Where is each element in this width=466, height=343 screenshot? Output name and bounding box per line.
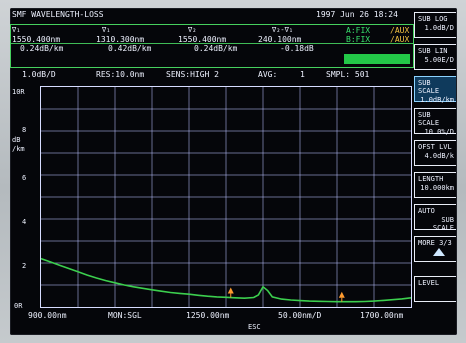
screen-title: SMF WAVELENGTH-LOSS xyxy=(12,10,104,19)
softkey-level-9[interactable]: LEVEL xyxy=(414,276,456,302)
trace-plot[interactable] xyxy=(40,86,412,308)
scale-readout: 1.0dB/D xyxy=(22,70,56,79)
softkey-label: SUB LOG xyxy=(418,15,448,23)
marker-1-loss: 0.24dB/km xyxy=(20,44,64,53)
y-unit-label: dB /km xyxy=(12,136,25,153)
sampling-readout: SMPL: 501 xyxy=(326,70,370,79)
softkey-value: 1.0dB/D xyxy=(424,24,454,32)
y-label-top: 10R xyxy=(12,88,25,96)
marker-arrow-2[interactable] xyxy=(338,291,345,298)
trace-plot-svg xyxy=(41,87,411,307)
softkey-value: 4.0dB/k xyxy=(424,152,454,160)
marker-delta-label: ∇₂-∇₁ xyxy=(272,26,294,34)
trace-a-fix: A:FIX xyxy=(346,26,371,35)
resolution-readout: RES:10.0nm xyxy=(96,70,145,79)
x-stop: 1700.00nm xyxy=(360,311,404,320)
average-value: 1 xyxy=(300,70,305,79)
softkey-sub-lin-2[interactable]: SUB LIN 5.00E/D xyxy=(414,44,456,70)
trace-c-highlight xyxy=(344,54,410,64)
softkey-label: LENGTH xyxy=(418,175,444,183)
softkey-value: 10.0%/D xyxy=(424,128,454,136)
marker-1-label: ∇₁ xyxy=(12,26,21,34)
trace-a-aux: /AUX xyxy=(390,26,410,35)
softkey-value: 5.00E/D xyxy=(424,56,454,64)
marker-2-label: ∇₁ xyxy=(102,26,111,34)
marker-2-loss: 0.42dB/km xyxy=(108,44,152,53)
softkey-auto-7[interactable]: AUTO SUB SCALE xyxy=(414,204,456,232)
softkey-length-6[interactable]: LENGTH 10.000km xyxy=(414,172,456,198)
loss-trace-line xyxy=(41,257,411,303)
marker-3-label: ∇₂ xyxy=(188,26,197,34)
average-readout: AVG: xyxy=(258,70,278,79)
trace-b-fix: B:FIX xyxy=(346,35,371,44)
softkey-value: 1.0dB/km xyxy=(420,96,454,104)
marker-3-wavelength: 1550.400nm xyxy=(178,35,227,44)
softkey-label: MORE 3/3 xyxy=(418,239,452,247)
softkey-value: SUB SCALE xyxy=(432,216,454,232)
marker-arrow-1[interactable] xyxy=(227,287,234,294)
softkey-sub-log-1[interactable]: SUB LOG 1.0dB/D xyxy=(414,12,456,38)
osa-screen: SMF WAVELENGTH-LOSS 1997 Jun 26 18:24 ∇₁… xyxy=(10,8,457,335)
x-center: 1250.00nm xyxy=(186,311,230,320)
marker-delta-loss: -0.18dB xyxy=(280,44,314,53)
datetime: 1997 Jun 26 18:24 xyxy=(316,10,398,19)
softkey-label: SUB SCALE xyxy=(418,79,440,95)
softkey-label: SUB SCALE xyxy=(418,111,440,127)
softkey-label: OFST LVL xyxy=(418,143,452,151)
softkey-ofst-lvl-5[interactable]: OFST LVL 4.0dB/k xyxy=(414,140,456,166)
softkey-label: LEVEL xyxy=(418,279,440,287)
marker-2-wavelength: 1310.300nm xyxy=(96,35,145,44)
trace-b-aux: /AUX xyxy=(390,35,410,44)
softkey-sub-scale-4[interactable]: SUB SCALE 10.0%/D xyxy=(414,108,456,136)
y-label-2: 2 xyxy=(22,262,27,270)
scroll-up-arrow-icon[interactable] xyxy=(433,248,445,256)
marker-delta-wavelength: 240.100nm xyxy=(258,35,302,44)
softkey-value: 10.000km xyxy=(420,184,454,192)
y-label-8: 8 xyxy=(22,126,27,134)
marker-3-loss: 0.24dB/km xyxy=(194,44,238,53)
marker-panel xyxy=(10,24,414,68)
x-span: 50.00nm/D xyxy=(278,311,322,320)
marker-1-wavelength: 1550.400nm xyxy=(12,35,61,44)
y-label-6: 6 xyxy=(22,174,27,182)
y-label-4: 4 xyxy=(22,218,27,226)
monitor-mode: MON:SGL xyxy=(108,311,142,320)
x-start: 900.00nm xyxy=(28,311,67,320)
y-label-bottom: 0R xyxy=(14,302,23,310)
softkey-sub-scale-3[interactable]: SUB SCALE 1.0dB/km xyxy=(414,76,456,104)
footer-tag: ESC xyxy=(248,323,261,331)
softkey-label: AUTO xyxy=(418,207,435,215)
softkey-more-3-3-8[interactable]: MORE 3/3 xyxy=(414,236,456,262)
softkey-label: SUB LIN xyxy=(418,47,448,55)
softkey-column: SUB LOG 1.0dB/D SUB LIN 5.00E/D SUB SCALE 1.0… xyxy=(414,8,457,335)
sensitivity-readout: SENS:HIGH 2 xyxy=(166,70,219,79)
